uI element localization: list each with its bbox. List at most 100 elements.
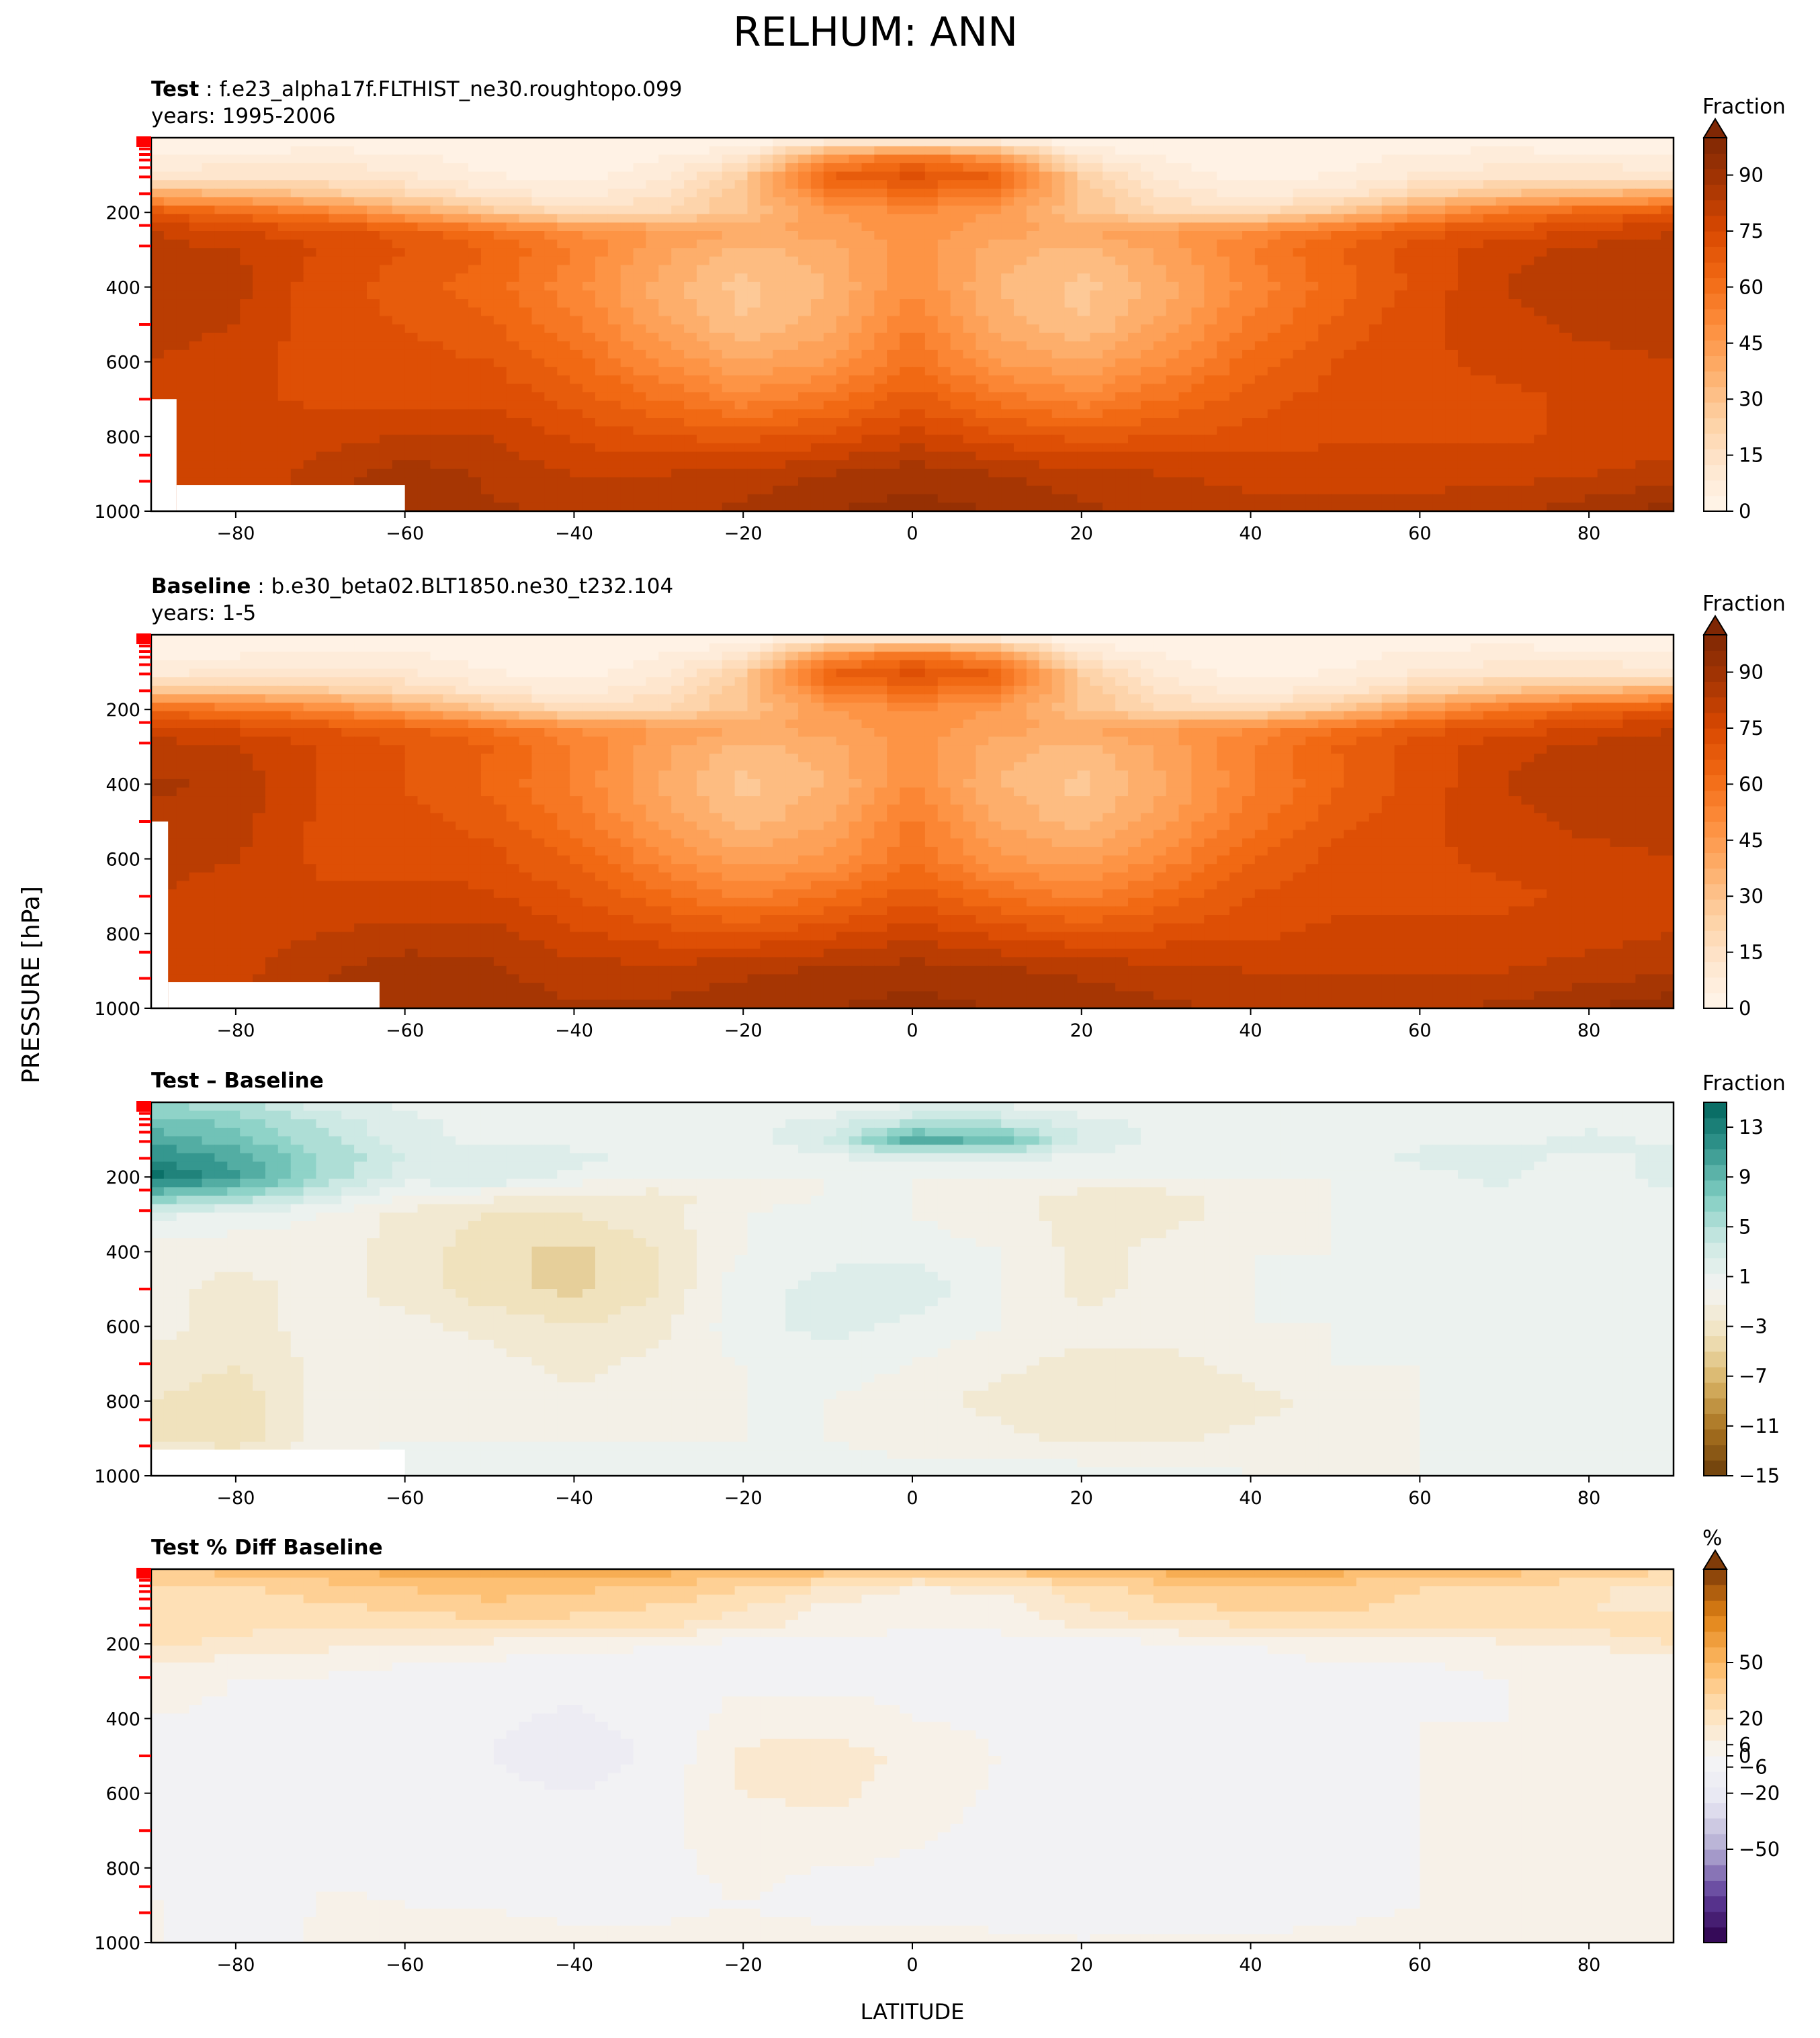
field-cell [836,206,850,215]
field-cell [1508,460,1522,470]
field-cell [887,392,900,402]
field-cell [1217,256,1230,266]
field-cell [1090,451,1103,461]
field-cell [1635,256,1649,266]
field-cell [861,146,875,155]
field-cell [1407,154,1420,164]
field-cell [1090,265,1103,274]
field-cell [176,188,190,198]
field-cell [367,451,380,461]
field-cell [189,451,203,461]
field-cell [1597,248,1611,257]
field-cell [582,154,596,164]
field-cell [1229,324,1243,334]
field-cell [1014,290,1027,300]
field-cell [1344,460,1357,470]
field-cell [176,265,190,274]
field-cell [202,409,216,418]
field-cell [1293,171,1306,181]
field-cell [1204,468,1217,478]
field-cell [519,477,533,486]
field-cell [354,477,367,486]
field-cell [1267,443,1281,453]
field-cell [1204,239,1217,249]
field-cell [443,248,456,257]
field-cell [671,486,685,495]
field-cell [430,146,443,155]
field-cell [1610,231,1624,240]
field-cell [607,138,621,147]
field-cell [1217,239,1230,249]
field-cell [468,409,482,418]
field-cell [874,477,887,486]
field-cell [1331,188,1344,198]
field-cell [1445,290,1459,300]
field-cell [1369,231,1383,240]
field-cell [176,349,190,359]
field-cell [912,375,926,385]
field-cell [1178,316,1193,325]
field-cell [798,460,812,470]
field-cell [1115,418,1129,427]
field-cell [1305,451,1319,461]
field-cell [1661,367,1674,376]
field-cell [1242,281,1256,292]
field-cell [1597,206,1611,215]
field-cell [277,367,292,376]
field-cell [1407,451,1420,461]
field-cell [937,171,951,181]
field-cell [747,290,761,300]
field-cell [849,214,863,223]
field-cell [557,392,570,402]
field-cell [1051,222,1066,232]
field-cell [1128,146,1141,155]
field-cell [1508,367,1522,376]
field-cell [658,256,672,266]
field-cell [1254,248,1268,257]
field-cell [1344,188,1357,198]
field-cell [1318,138,1332,147]
field-cell [1407,163,1420,173]
field-cell [937,392,951,402]
field-cell [1115,367,1129,376]
field-cell [1584,265,1598,274]
field-cell [1547,460,1560,470]
field-cell [633,214,647,223]
field-cell [950,418,964,427]
field-cell [1407,265,1420,274]
field-cell [1610,248,1624,257]
field-cell [976,256,989,266]
field-cell [404,451,419,461]
field-cell [1267,392,1281,402]
field-cell [1051,281,1066,292]
field-cell [1331,239,1344,249]
field-cell [1547,375,1560,385]
field-cell [1064,409,1078,418]
field-cell [531,333,545,342]
field-cell [671,265,685,274]
field-cell [950,392,964,402]
field-cell [404,468,419,478]
field-cell [1293,239,1306,249]
field-cell [531,171,545,181]
field-cell [1229,477,1243,486]
field-cell [1242,239,1256,249]
field-cell [151,146,165,155]
field-cell [607,265,621,274]
field-cell [900,273,913,283]
field-cell [1039,154,1053,164]
field-cell [1457,307,1471,316]
field-cell [1547,188,1560,198]
field-cell [354,375,367,385]
field-cell [1254,358,1268,367]
field-cell [810,375,824,385]
field-cell [671,290,685,300]
field-cell [861,316,875,325]
field-cell [1470,443,1484,453]
field-cell [1039,316,1053,325]
field-cell [443,477,456,486]
field-cell [924,273,939,283]
field-cell [696,231,710,240]
field-cell [1648,188,1661,198]
field-cell [1534,477,1547,486]
